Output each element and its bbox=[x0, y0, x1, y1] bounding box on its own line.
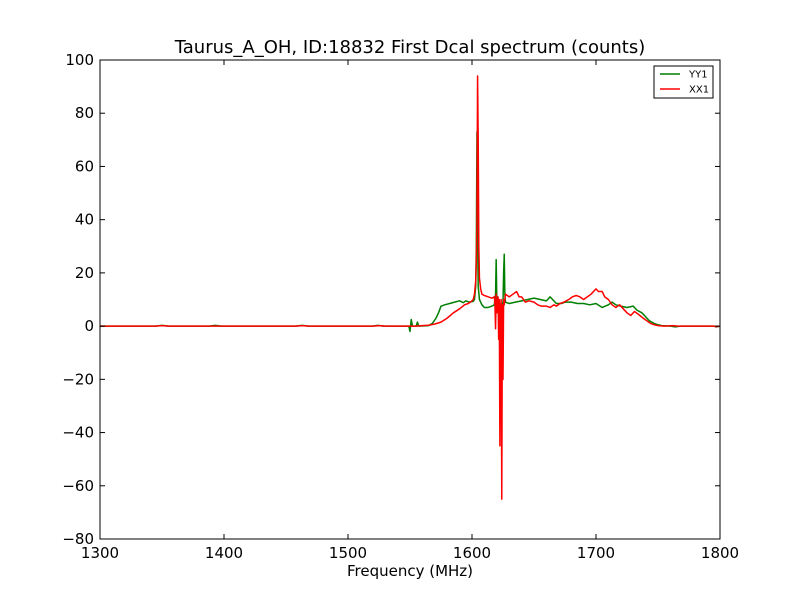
chart-title: Taurus_A_OH, ID:18832 First Dcal spectru… bbox=[174, 37, 646, 58]
y-tick-label: 60 bbox=[75, 157, 94, 175]
series-line-xx1 bbox=[100, 75, 721, 500]
plot-area bbox=[100, 60, 720, 539]
x-tick-label: 1500 bbox=[329, 544, 367, 562]
y-tick-label: −20 bbox=[62, 370, 94, 388]
x-tick-label: 1300 bbox=[81, 544, 119, 562]
legend-box bbox=[653, 65, 714, 99]
y-tick-label: −80 bbox=[62, 530, 94, 548]
y-tick-label: −40 bbox=[62, 424, 94, 442]
y-tick-label: 100 bbox=[65, 51, 94, 69]
y-tick-label: 40 bbox=[75, 211, 94, 229]
plot-frame bbox=[99, 59, 721, 540]
x-tick-label: 1700 bbox=[577, 544, 615, 562]
legend: YY1 XX1 bbox=[653, 65, 714, 99]
y-tick-label: −60 bbox=[62, 477, 94, 495]
ticks-layer: 1300 1400 1500 1600 1700 1800 −80 −60 −40 −20 0 20 4… bbox=[62, 51, 739, 562]
x-tick-label: 1400 bbox=[205, 544, 243, 562]
x-tick-label: 1800 bbox=[701, 544, 739, 562]
y-tick-label: 0 bbox=[84, 317, 94, 335]
series-layer bbox=[100, 75, 721, 500]
x-tick-label: 1600 bbox=[453, 544, 491, 562]
y-tick-label: 80 bbox=[75, 104, 94, 122]
x-axis-label: Frequency (MHz) bbox=[347, 562, 473, 580]
y-tick-label: 20 bbox=[75, 264, 94, 282]
legend-label-yy1: YY1 bbox=[688, 70, 708, 81]
legend-label-xx1: XX1 bbox=[689, 85, 709, 96]
